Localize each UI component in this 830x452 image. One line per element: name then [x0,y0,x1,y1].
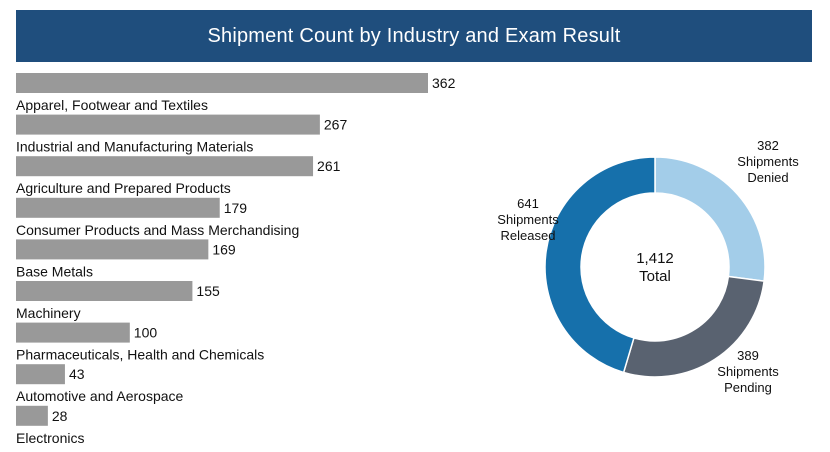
category-label-7: Automotive and Aerospace [16,388,184,404]
category-label-8: Electronics [16,430,84,446]
donut-center-value: 1,412 [636,250,674,267]
bar-1 [16,114,320,135]
category-label-1: Industrial and Manufacturing Materials [16,139,253,155]
bar-value-label-2: 261 [317,158,341,174]
donut-center-label: Total [639,268,671,285]
chart-title: Shipment Count by Industry and Exam Resu… [207,24,621,47]
industry-bar-chart: 362 Apparel, Footwear and Textiles 267 Indu… [16,73,456,446]
donut-slice-label-2: 641 Shipments Released [497,196,559,243]
bar-value-label-1: 267 [324,117,348,133]
bar-value-label-6: 100 [134,325,158,341]
bar-2 [16,156,314,177]
bar-6 [16,322,130,343]
bar-8 [16,405,48,426]
bar-7 [16,364,65,385]
category-label-3: Consumer Products and Mass Merchandising [16,222,299,238]
bar-5 [16,281,193,301]
bar-value-label-3: 179 [224,200,248,216]
category-label-0: Apparel, Footwear and Textiles [16,97,208,113]
bar-0 [16,73,428,93]
bar-value-label-5: 155 [196,283,220,299]
donut-slice-label-0: 382 Shipments Denied [737,138,799,185]
category-label-2: Agriculture and Prepared Products [16,180,231,196]
bar-value-label-4: 169 [212,241,236,257]
bar-4 [16,239,209,260]
bar-value-label-7: 43 [69,366,85,382]
donut-slice-label-1: 389 Shipments Pending [717,348,779,395]
bar-3 [16,197,220,218]
category-label-4: Base Metals [16,263,93,279]
category-label-6: Pharmaceuticals, Health and Chemicals [16,347,264,363]
bar-value-label-8: 28 [52,408,68,424]
category-label-5: Machinery [16,305,81,321]
bar-value-label-0: 362 [432,75,456,91]
exam-result-donut-chart: 382 Shipments Denied 389 Shipments Pending 641… [497,138,799,395]
chart-title-banner: Shipment Count by Industry and Exam Resu… [16,10,812,62]
donut-slice-2 [544,156,656,374]
